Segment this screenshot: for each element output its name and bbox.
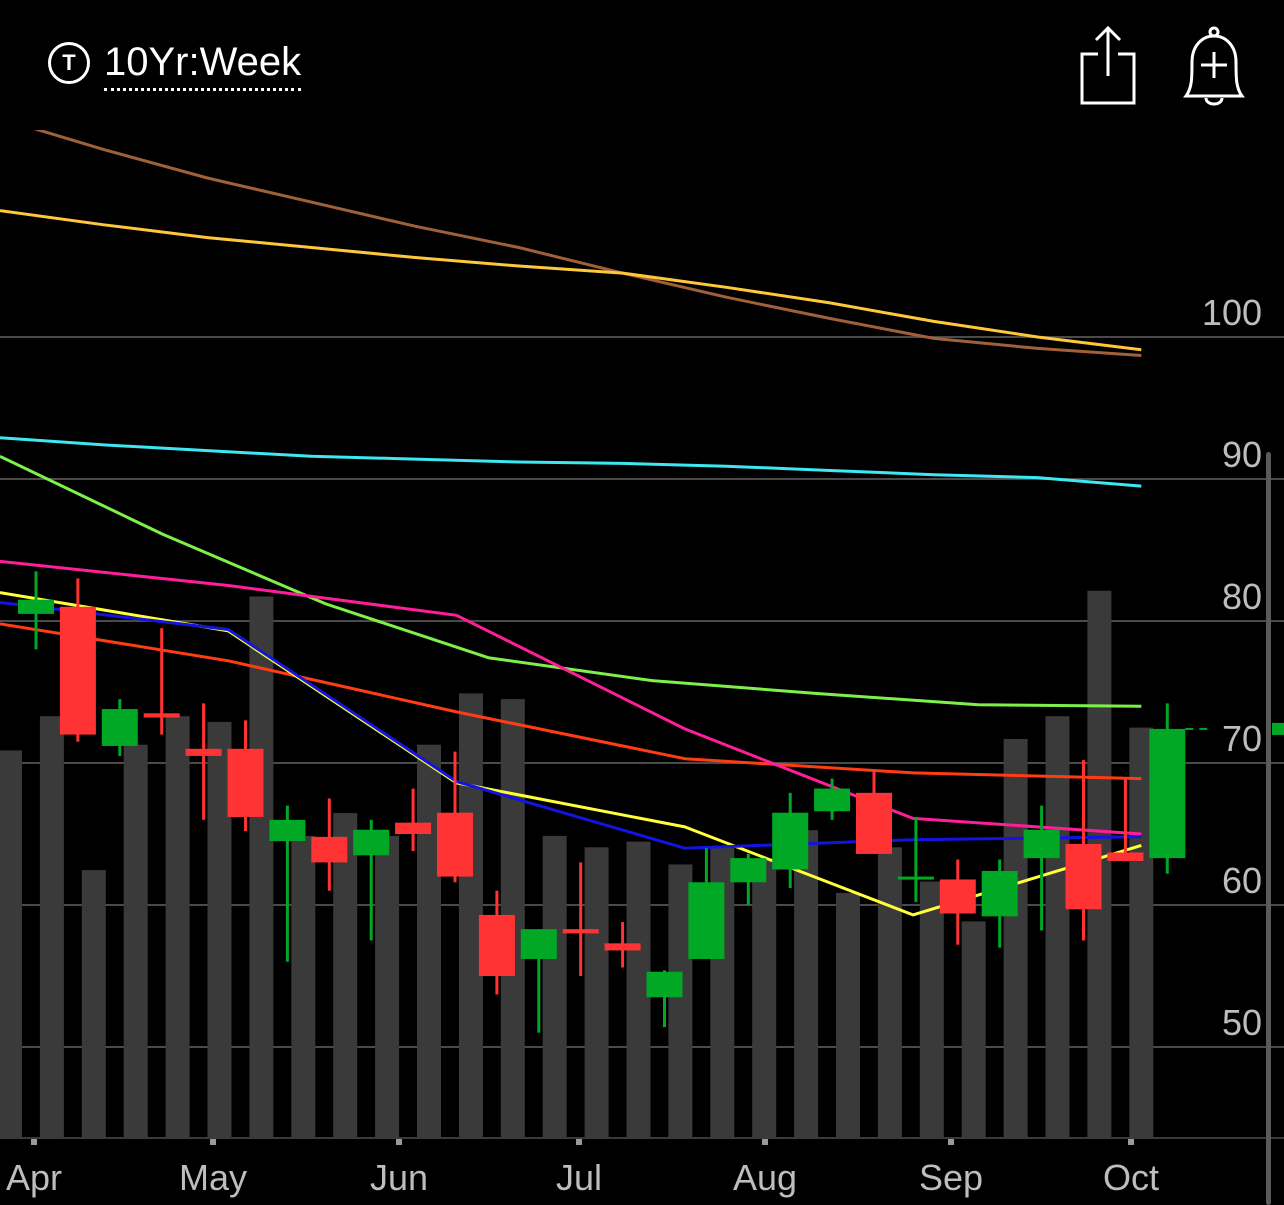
candle-body — [772, 812, 809, 870]
price-chart[interactable]: 50 60 70 80 90 100 Apr May Jun Jul Aug Sep Oct — [0, 130, 1284, 1205]
candle-body — [185, 748, 222, 756]
x-tick-label: Aug — [733, 1157, 797, 1198]
x-tick-mark — [31, 1139, 37, 1145]
candle-body — [478, 914, 515, 976]
volume-bar — [81, 870, 106, 1138]
scrollbar[interactable] — [1266, 452, 1271, 1205]
volume-bar — [0, 750, 22, 1138]
candle-body — [646, 971, 683, 998]
volume-bar — [39, 716, 64, 1138]
x-tick-label: May — [179, 1157, 247, 1198]
axes: 50 60 70 80 90 100 Apr May Jun Jul Aug Sep Oct — [0, 292, 1284, 1198]
candle-body — [269, 819, 306, 842]
volume-bar — [794, 830, 819, 1138]
ticker-icon[interactable]: T — [48, 42, 90, 84]
candle-body — [814, 788, 851, 812]
volume-bar — [584, 847, 609, 1138]
volume-bar — [752, 858, 777, 1138]
candle-body — [856, 792, 892, 854]
volume-bar — [1003, 739, 1028, 1138]
x-tick-mark — [396, 1139, 402, 1145]
candle-body — [18, 599, 54, 614]
volume-bar — [919, 881, 944, 1138]
x-tick-label: Jun — [370, 1157, 428, 1198]
candle-body — [604, 943, 641, 951]
add-alert-bell-icon[interactable] — [1178, 22, 1254, 112]
chart-header: T 10Yr:Week — [0, 0, 1284, 130]
candle-body — [437, 812, 473, 877]
candlesticks — [18, 571, 1284, 1033]
moving-average-lines — [0, 130, 1142, 917]
x-tick-label: Jul — [556, 1157, 602, 1198]
candle-body — [227, 748, 264, 817]
volume-bar — [961, 921, 986, 1138]
x-tick-mark — [210, 1139, 216, 1145]
volume-bar — [123, 744, 148, 1138]
x-tick-mark — [1128, 1139, 1134, 1145]
moving-average-line — [0, 436, 1142, 488]
volume-bar — [291, 835, 316, 1138]
x-tick-mark — [762, 1139, 768, 1145]
x-tick-label: Apr — [6, 1157, 62, 1198]
volume-bar — [165, 716, 190, 1138]
candle-body — [897, 876, 934, 880]
volume-bar — [417, 744, 441, 1138]
candle-body — [59, 606, 96, 735]
volume-bar — [877, 847, 902, 1138]
volume-bar — [375, 835, 400, 1138]
moving-average-line — [0, 559, 1142, 836]
moving-average-line — [0, 601, 1142, 850]
candle-body — [101, 709, 138, 746]
volume-bar — [836, 892, 860, 1138]
moving-average-line — [33, 130, 1142, 357]
candle-body — [981, 870, 1018, 917]
x-tick-label: Oct — [1103, 1157, 1159, 1198]
volume-bar — [1045, 716, 1070, 1138]
candle-body — [353, 829, 390, 856]
candle-body — [1065, 843, 1102, 910]
candle-body — [562, 929, 599, 934]
volume-bar — [333, 813, 358, 1138]
candle-body — [143, 713, 180, 718]
candle-body — [395, 822, 432, 834]
volume-bars — [0, 590, 1154, 1138]
x-tick-mark — [948, 1139, 954, 1145]
period-selector[interactable]: 10Yr:Week — [104, 40, 302, 91]
volume-bar — [249, 596, 274, 1138]
last-price-marker — [1272, 722, 1284, 735]
candle-body — [311, 836, 348, 863]
ticker-icon-letter: T — [62, 50, 76, 75]
candle-body — [730, 858, 767, 883]
candle-body — [1149, 728, 1186, 859]
moving-average-line — [0, 622, 1142, 781]
x-tick-label: Sep — [919, 1157, 983, 1198]
y-tick-label: 100 — [1202, 292, 1262, 333]
y-tick-label: 80 — [1222, 576, 1262, 617]
moving-average-line — [0, 209, 1142, 352]
candle-body — [1107, 852, 1144, 861]
moving-average-line — [0, 454, 1142, 708]
candle-body — [939, 879, 976, 914]
y-tick-label: 50 — [1222, 1002, 1262, 1043]
share-icon[interactable] — [1074, 22, 1146, 112]
x-tick-mark — [576, 1139, 582, 1145]
candle-body — [1023, 829, 1060, 859]
y-tick-label: 90 — [1222, 434, 1262, 475]
volume-bar — [542, 835, 567, 1138]
candle-body — [520, 929, 557, 959]
y-tick-label: 70 — [1222, 718, 1262, 759]
candle-body — [688, 882, 725, 959]
y-tick-label: 60 — [1222, 860, 1262, 901]
